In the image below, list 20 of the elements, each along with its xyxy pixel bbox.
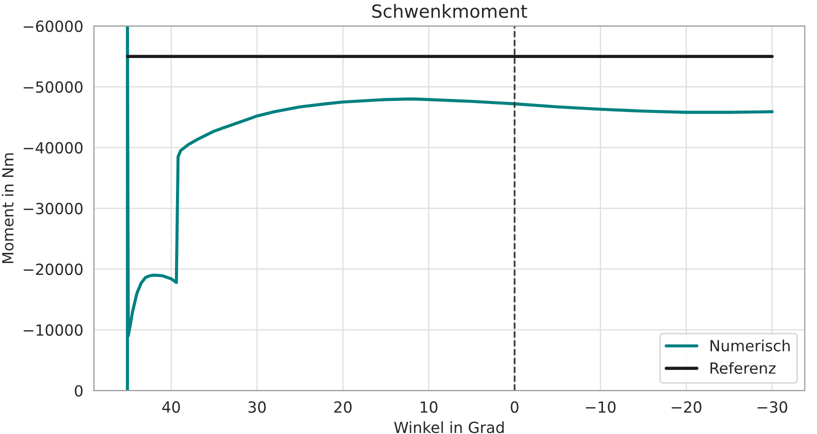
x-tick-label: −30 <box>758 401 788 413</box>
y-tick-label: −60000 <box>24 20 83 32</box>
x-tick-label: −10 <box>586 401 616 413</box>
x-tick-label: 10 <box>420 401 438 413</box>
chart-title: Schwenkmoment <box>372 4 528 18</box>
x-tick-label: −20 <box>672 401 702 413</box>
x-tick-label: 20 <box>334 401 352 413</box>
x-tick-label: 0 <box>510 401 518 413</box>
y-tick-label: −30000 <box>24 202 83 214</box>
y-tick-label: −40000 <box>24 142 83 154</box>
y-tick-label: −50000 <box>24 81 83 93</box>
x-axis-title: Winkel in Grad <box>394 421 504 434</box>
x-tick-label: 40 <box>162 401 180 413</box>
x-tick-label: 30 <box>248 401 266 413</box>
y-tick-label: −20000 <box>24 264 83 276</box>
y-axis-title: Moment in Nm <box>2 153 14 264</box>
legend-label: Numerisch <box>710 340 790 352</box>
legend-label: Referenz <box>710 362 776 374</box>
y-tick-label: 0 <box>74 385 83 397</box>
y-tick-label: −10000 <box>24 324 83 336</box>
